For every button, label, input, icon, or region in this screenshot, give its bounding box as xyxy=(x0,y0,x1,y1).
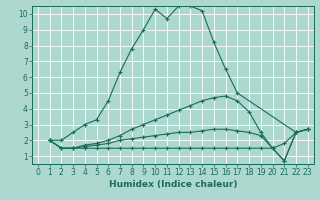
X-axis label: Humidex (Indice chaleur): Humidex (Indice chaleur) xyxy=(108,180,237,189)
